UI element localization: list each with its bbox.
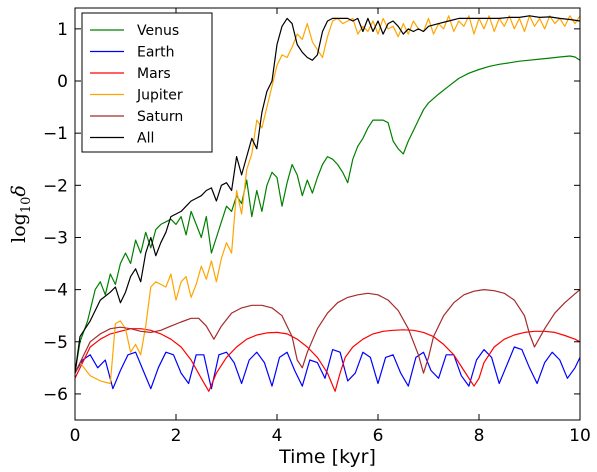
ticks-layer: 0 2 4 6 8 10 −6 −5 −4 −3 −2 −1 0 1 [43, 8, 591, 446]
y-axis-label-base: log [8, 213, 30, 243]
legend-label-all: All [137, 131, 154, 147]
y-tick-label: −4 [43, 281, 68, 301]
series-line-jupiter [74, 15, 581, 385]
legend-label-venus: Venus [137, 23, 179, 39]
x-axis-label: Time [kyr] [278, 446, 376, 468]
legend-label-jupiter: Jupiter [136, 88, 183, 104]
series-line-all [74, 15, 581, 374]
y-tick-label: −1 [43, 124, 68, 144]
y-tick-label: 1 [57, 20, 68, 40]
legend: Venus Earth Mars Jupiter Saturn All [81, 12, 213, 153]
x-tick-label: 8 [474, 426, 485, 446]
x-tick-label: 10 [569, 426, 591, 446]
x-tick-label: 0 [70, 426, 81, 446]
x-tick-label: 6 [373, 426, 384, 446]
x-tick-label: 2 [171, 426, 182, 446]
plot-frame [74, 7, 581, 421]
series-line-mars [74, 328, 581, 392]
series-line-saturn [74, 289, 581, 374]
series-layer [74, 15, 581, 392]
y-tick-label: −3 [43, 228, 68, 248]
y-tick-label: 0 [57, 72, 68, 92]
y-tick-label: −6 [43, 385, 68, 405]
y-tick-label: −5 [43, 333, 68, 353]
y-tick-label: −2 [43, 176, 68, 196]
y-axis-label-subscript: 10 [19, 197, 34, 214]
y-axis-label: log10δ [8, 185, 34, 243]
legend-label-saturn: Saturn [137, 109, 183, 125]
legend-box [81, 12, 213, 153]
legend-label-earth: Earth [137, 45, 175, 61]
series-line-earth [74, 346, 581, 390]
y-axis-label-symbol: δ [8, 185, 30, 196]
series-line-venus [74, 55, 581, 374]
legend-label-mars: Mars [137, 66, 171, 82]
x-tick-label: 4 [272, 426, 283, 446]
